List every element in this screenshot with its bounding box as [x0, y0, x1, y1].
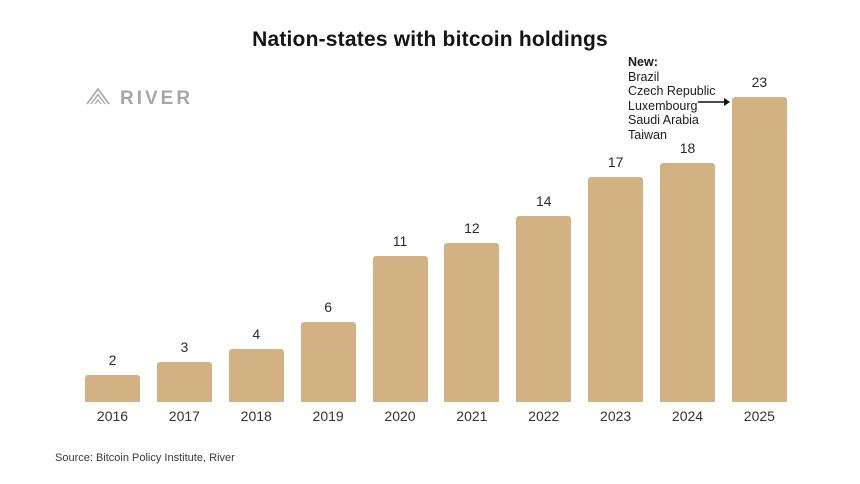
river-mountain-icon	[84, 86, 112, 111]
bar-column: 23	[731, 74, 787, 402]
bar-column: 3	[156, 339, 212, 402]
bar	[516, 216, 572, 402]
chart-title: Nation-states with bitcoin holdings	[252, 28, 608, 51]
bar-value-label: 17	[607, 153, 624, 170]
x-axis-label: 2018	[240, 408, 272, 424]
annotation-item: Taiwan	[628, 127, 667, 142]
bar-column: 12	[444, 219, 500, 402]
bar-value-label: 23	[751, 74, 768, 90]
x-axis-labels: 2016 2017 2018 2019 2020 2021 2022 2023 2024 2025	[85, 408, 787, 424]
bar-column: 17	[588, 153, 644, 402]
bar-value-label: 11	[392, 233, 408, 250]
bar-value-label: 14	[535, 193, 552, 210]
x-axis-label: 2019	[312, 408, 344, 424]
x-axis-label: 2024	[671, 408, 704, 424]
bar	[731, 97, 787, 402]
source-note: Source: Bitcoin Policy Institute, River	[55, 452, 235, 464]
bar-value-label: 6	[324, 299, 333, 316]
bar	[156, 362, 212, 402]
bar-value-label: 4	[252, 325, 261, 342]
annotation-item: Luxembourg	[628, 98, 698, 113]
bar	[660, 163, 715, 402]
bar-column: 18	[660, 140, 715, 402]
bars: 2 3 4 6 11 12 14 17 18 23	[85, 74, 787, 402]
bar	[444, 242, 500, 402]
annotation-item: Czech Republic	[628, 84, 716, 98]
bar	[300, 322, 356, 402]
annotation-heading: New:	[628, 55, 658, 69]
bar-column: 6	[300, 299, 356, 402]
river-logo: RIVER	[84, 86, 193, 111]
bar-column: 4	[228, 325, 284, 402]
bar-column: 2	[85, 352, 140, 402]
bar-value-label: 2	[108, 352, 117, 369]
arrow-right-icon	[698, 95, 730, 107]
bar-column: 11	[372, 233, 428, 402]
bar	[228, 348, 284, 402]
x-axis-label: 2022	[528, 408, 560, 424]
x-axis-label: 2023	[600, 408, 632, 424]
x-axis-label: 2025	[743, 408, 775, 424]
x-axis-label: 2017	[168, 408, 200, 424]
bar-value-label: 12	[464, 219, 480, 236]
logo-brand-text: RIVER	[120, 87, 194, 109]
bar-column: 14	[516, 193, 572, 402]
bar-value-label: 18	[679, 140, 696, 157]
annotation-item: Brazil	[628, 69, 660, 84]
new-entrants-annotation: New: Brazil Czech Republic Luxembourg Sa…	[628, 55, 716, 142]
bar	[588, 176, 644, 402]
bar-value-label: 3	[180, 339, 189, 356]
bar	[85, 375, 140, 402]
x-axis-label: 2020	[384, 408, 416, 424]
x-axis-label: 2016	[96, 408, 129, 424]
bar	[372, 256, 428, 402]
annotation-item: Saudi Arabia	[628, 113, 699, 127]
x-axis-label: 2021	[456, 408, 488, 424]
